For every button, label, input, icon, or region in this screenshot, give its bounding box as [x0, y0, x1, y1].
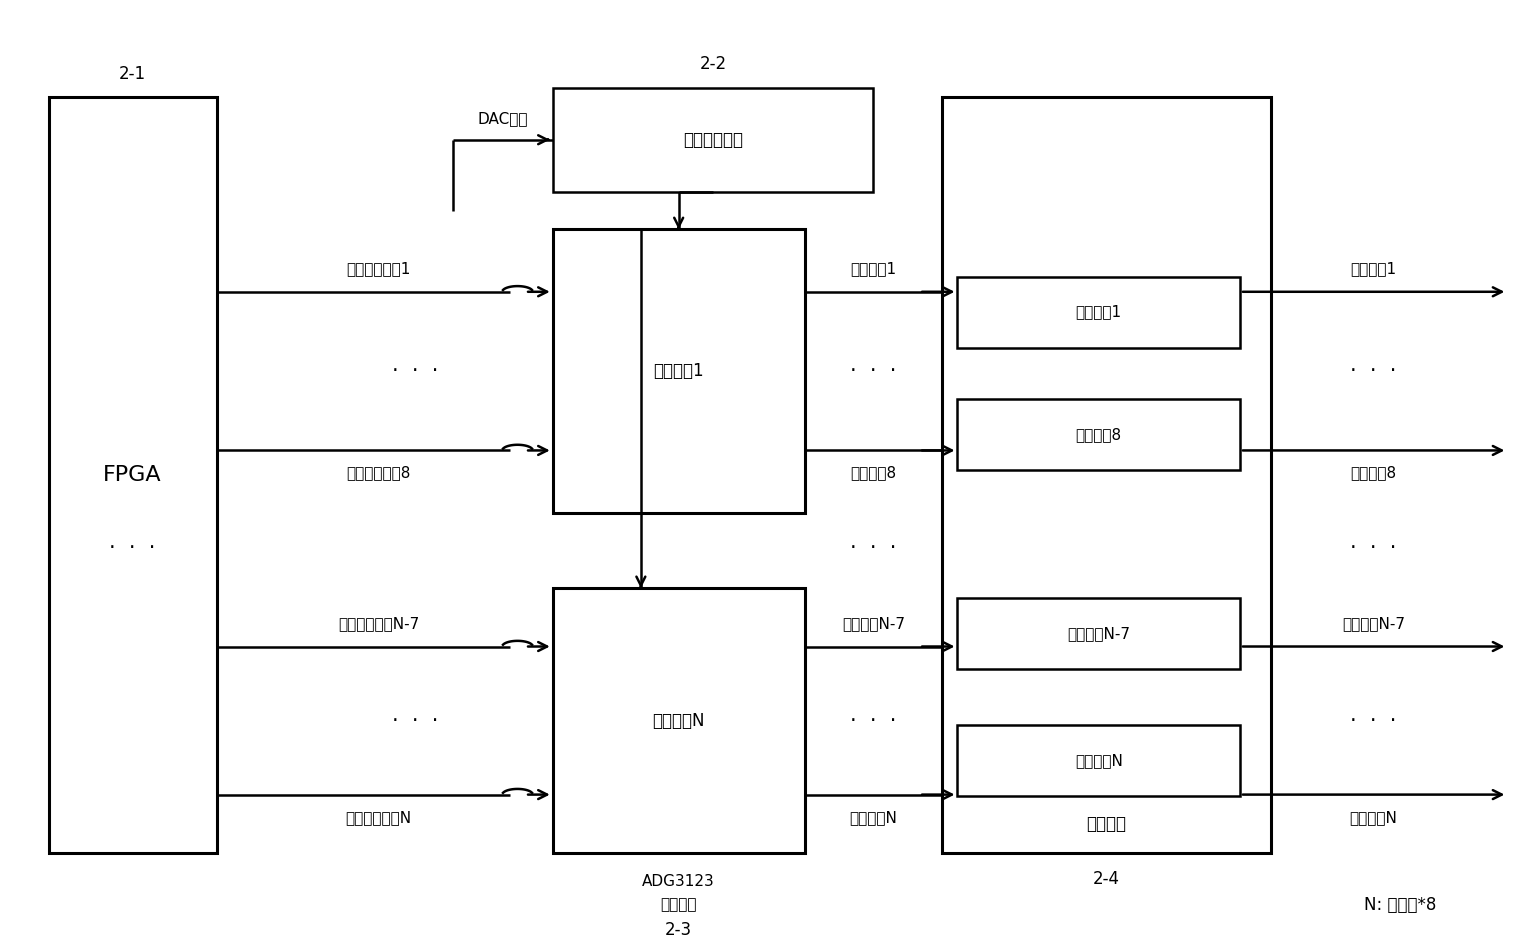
Text: ·  ·  ·: · · · [109, 539, 156, 559]
Text: 信号转换N: 信号转换N [653, 712, 705, 730]
Text: 信号转换1: 信号转换1 [653, 362, 704, 380]
Bar [553, 588, 805, 853]
Text: N: 正整数*8: N: 正整数*8 [1364, 896, 1436, 914]
Text: ·  ·  ·: · · · [1351, 361, 1397, 381]
Text: 高压扩展8: 高压扩展8 [1076, 428, 1122, 443]
Text: 2-1: 2-1 [120, 65, 146, 83]
Text: 高速时序输入1: 高速时序输入1 [346, 261, 411, 276]
Text: 中间信号1: 中间信号1 [851, 261, 897, 276]
Text: ·  ·  ·: · · · [851, 711, 897, 731]
Text: ·  ·  ·: · · · [392, 711, 438, 731]
Text: 驱动信号N-7: 驱动信号N-7 [1343, 617, 1406, 632]
Text: 高压扩展N-7: 高压扩展N-7 [1067, 626, 1130, 640]
Text: 2-3: 2-3 [665, 922, 693, 940]
Text: FPGA: FPGA [103, 465, 162, 485]
Text: 信号转换: 信号转换 [661, 897, 698, 912]
Text: 高速时序输入8: 高速时序输入8 [346, 466, 411, 481]
Bar [958, 598, 1240, 669]
Text: 2-4: 2-4 [1093, 870, 1119, 888]
Text: 中间信号N-7: 中间信号N-7 [842, 617, 904, 632]
Text: ADG3123: ADG3123 [642, 874, 714, 888]
Text: ·  ·  ·: · · · [1351, 539, 1397, 559]
Text: 驱动信号1: 驱动信号1 [1351, 261, 1397, 276]
Text: 高速时序输入N-7: 高速时序输入N-7 [337, 617, 419, 632]
Bar [958, 276, 1240, 348]
Text: ·  ·  ·: · · · [851, 539, 897, 559]
Text: 高速时序输入N: 高速时序输入N [345, 809, 411, 825]
Text: 高压扩展N: 高压扩展N [1075, 753, 1122, 769]
Text: 可调正负电源: 可调正负电源 [684, 131, 744, 149]
Text: 驱动信号8: 驱动信号8 [1351, 466, 1397, 481]
Bar [943, 97, 1271, 853]
Text: 高压扩展1: 高压扩展1 [1076, 305, 1122, 319]
Text: 高压扩展: 高压扩展 [1087, 815, 1127, 833]
Text: DAC控制: DAC控制 [478, 111, 529, 126]
Text: 驱动信号N: 驱动信号N [1349, 809, 1398, 825]
Bar [553, 87, 874, 192]
Text: 中间信号8: 中间信号8 [851, 466, 897, 481]
Text: ·  ·  ·: · · · [392, 361, 438, 381]
Bar [958, 725, 1240, 796]
Bar [958, 399, 1240, 470]
Bar [49, 97, 216, 853]
Bar [553, 230, 805, 513]
Text: ·  ·  ·: · · · [1351, 711, 1397, 731]
Text: 2-2: 2-2 [699, 55, 727, 73]
Text: ·  ·  ·: · · · [851, 361, 897, 381]
Text: 中间信号N: 中间信号N [849, 809, 897, 825]
